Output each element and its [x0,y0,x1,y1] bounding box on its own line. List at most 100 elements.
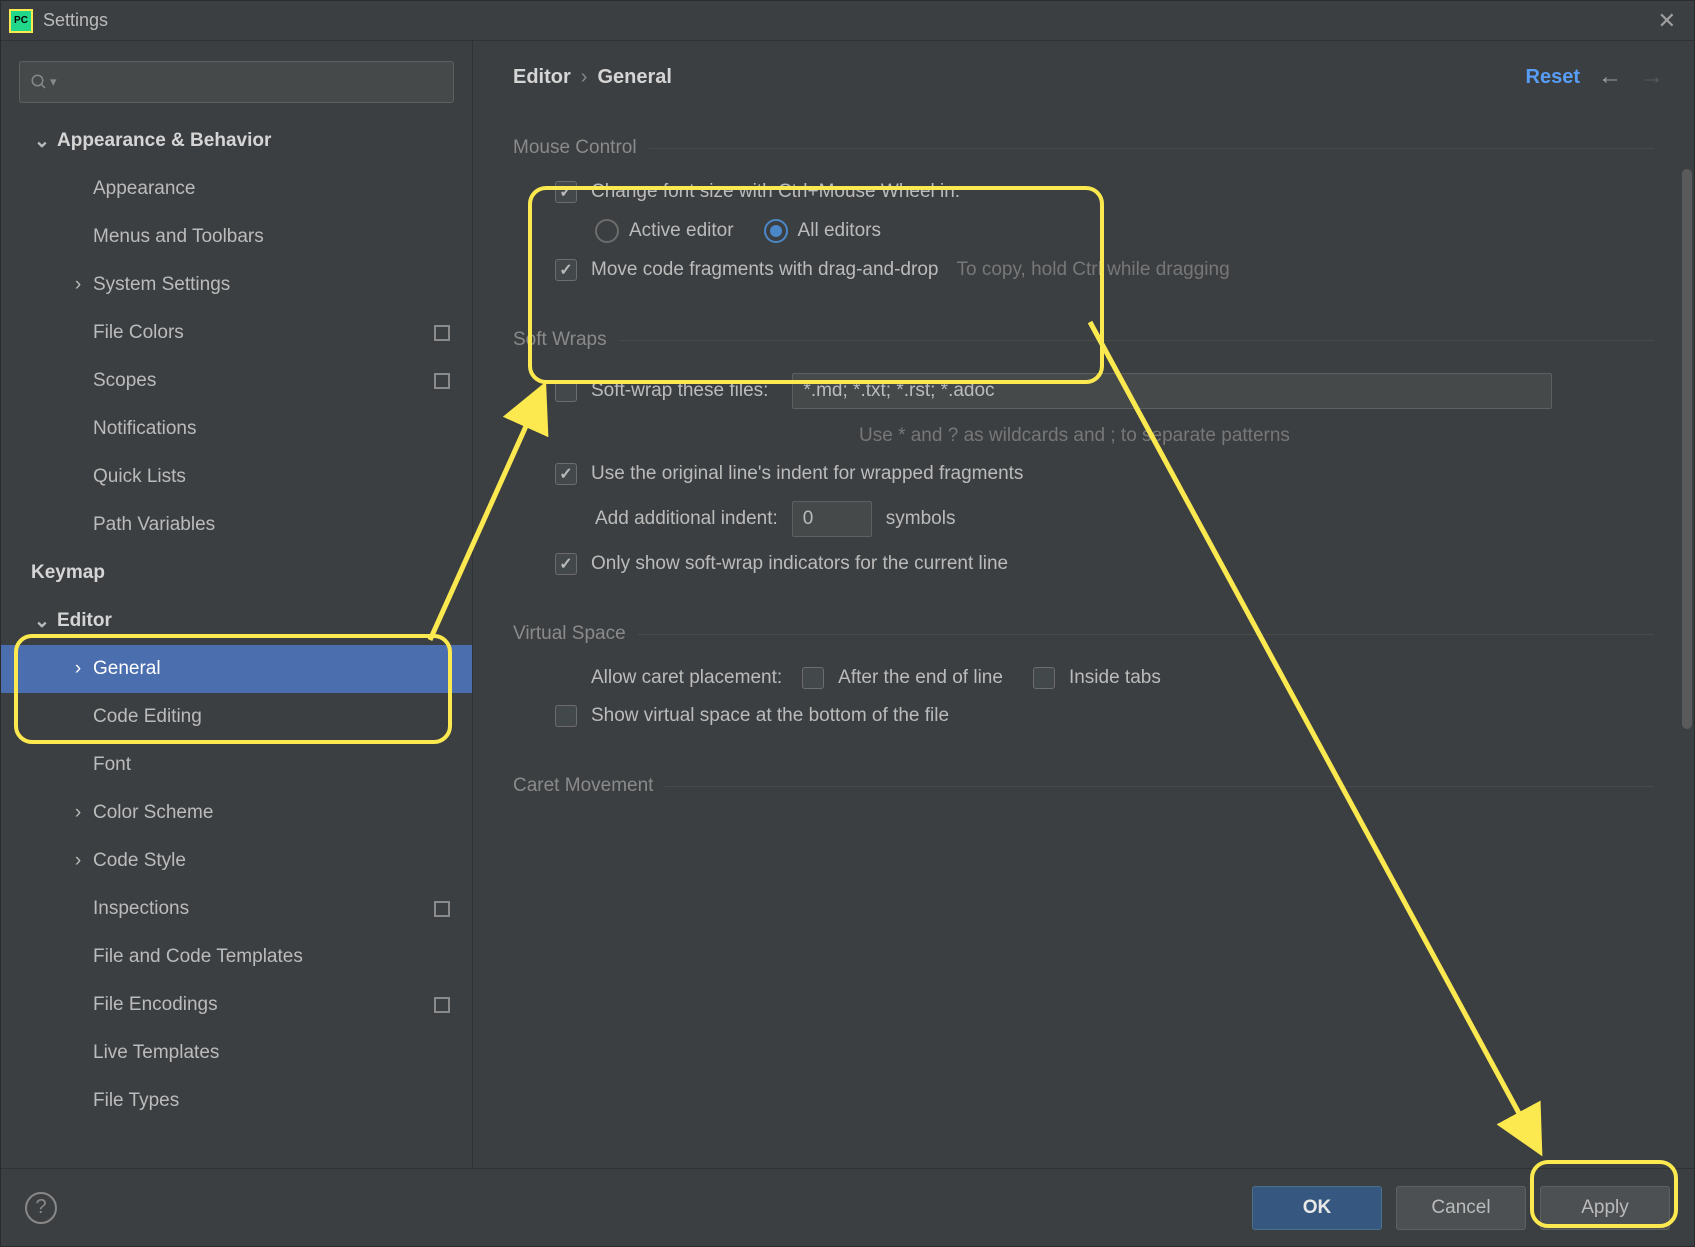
tree-item-file-types[interactable]: File Types [1,1077,472,1125]
tree-item-label: Live Templates [93,1042,219,1064]
checkbox-only-current[interactable] [555,553,577,575]
tree-item-code-editing[interactable]: Code Editing [1,693,472,741]
radio-all-editors[interactable] [764,219,788,243]
checkbox-inside-tabs[interactable] [1033,667,1055,689]
label-allow-caret: Allow caret placement: [591,667,782,689]
checkbox-softwrap[interactable] [555,380,577,402]
body: ▾ ⌄Appearance & BehaviorAppearanceMenus … [1,41,1694,1168]
row-wildcard-hint: Use * and ? as wildcards and ; to separa… [513,417,1654,455]
label-inside-tabs: Inside tabs [1069,667,1161,689]
row-orig-indent[interactable]: Use the original line's indent for wrapp… [513,455,1654,493]
breadcrumb-sep: › [581,66,588,89]
checkbox-change-font[interactable] [555,181,577,203]
tree-item-label: Keymap [31,562,105,584]
tree-item-color-scheme[interactable]: ›Color Scheme [1,789,472,837]
app-icon: PC [9,9,33,33]
tree-item-keymap[interactable]: Keymap [1,549,472,597]
chevron-right-icon: › [67,850,89,872]
tree-item-label: Inspections [93,898,189,920]
tree-item-label: Quick Lists [93,466,186,488]
tree-item-label: Menus and Toolbars [93,226,264,248]
radio-active-editor[interactable] [595,219,619,243]
row-allow-caret: Allow caret placement: After the end of … [513,659,1654,697]
sidebar: ▾ ⌄Appearance & BehaviorAppearanceMenus … [1,41,473,1168]
row-add-indent: Add additional indent: symbols [513,493,1654,545]
hint-wildcards: Use * and ? as wildcards and ; to separa… [859,425,1290,447]
label-orig-indent: Use the original line's indent for wrapp… [591,463,1023,485]
chevron-right-icon: › [67,658,89,680]
row-font-scope-radios: Active editor All editors [513,211,1654,251]
tree-item-label: Code Editing [93,706,202,728]
close-icon[interactable]: ✕ [1648,4,1686,38]
tree-item-menus-and-toolbars[interactable]: Menus and Toolbars [1,213,472,261]
label-softwrap: Soft-wrap these files: [591,380,768,402]
row-change-font[interactable]: Change font size with Ctrl+Mouse Wheel i… [513,173,1654,211]
nav-back-icon[interactable]: ← [1598,63,1622,91]
tree-item-font[interactable]: Font [1,741,472,789]
main-panel: Editor › General Reset ← → Mouse Control… [473,41,1694,1168]
row-only-current[interactable]: Only show soft-wrap indicators for the c… [513,545,1654,583]
nav-forward-icon: → [1640,63,1664,91]
ok-button[interactable]: OK [1252,1186,1382,1230]
tree-item-general[interactable]: ›General [1,645,472,693]
tree-item-file-and-code-templates[interactable]: File and Code Templates [1,933,472,981]
checkbox-orig-indent[interactable] [555,463,577,485]
project-level-icon [434,901,450,917]
tree-item-live-templates[interactable]: Live Templates [1,1029,472,1077]
tree-item-label: Font [93,754,131,776]
tree-item-label: Color Scheme [93,802,213,824]
tree-item-appearance-behavior[interactable]: ⌄Appearance & Behavior [1,117,472,165]
section-mouse-control: Mouse Control [513,137,1654,159]
input-add-indent[interactable] [792,501,872,537]
tree-item-notifications[interactable]: Notifications [1,405,472,453]
tree-item-system-settings[interactable]: ›System Settings [1,261,472,309]
breadcrumb-root[interactable]: Editor [513,66,571,89]
hint-move-fragments: To copy, hold Ctrl while dragging [956,259,1229,281]
label-move-fragments: Move code fragments with drag-and-drop [591,259,938,281]
search-input[interactable]: ▾ [19,61,454,103]
footer: ? OK Cancel Apply [1,1168,1694,1246]
tree-item-inspections[interactable]: Inspections [1,885,472,933]
tree-item-editor[interactable]: ⌄Editor [1,597,472,645]
breadcrumb-leaf: General [597,66,671,89]
titlebar: PC Settings ✕ [1,1,1694,41]
project-level-icon [434,997,450,1013]
row-move-fragments[interactable]: Move code fragments with drag-and-drop T… [513,251,1654,289]
checkbox-show-bottom[interactable] [555,705,577,727]
row-show-bottom[interactable]: Show virtual space at the bottom of the … [513,697,1654,735]
tree-item-label: General [93,658,161,680]
tree-item-file-colors[interactable]: File Colors [1,309,472,357]
tree-item-label: File and Code Templates [93,946,303,968]
label-show-bottom: Show virtual space at the bottom of the … [591,705,949,727]
section-soft-wraps: Soft Wraps [513,329,1654,351]
tree-item-label: File Types [93,1090,179,1112]
apply-button[interactable]: Apply [1540,1186,1670,1230]
tree-item-label: Notifications [93,418,197,440]
chevron-right-icon: › [67,274,89,296]
chevron-down-icon: ⌄ [31,610,53,633]
checkbox-move-fragments[interactable] [555,259,577,281]
scrollbar[interactable] [1682,169,1692,769]
project-level-icon [434,373,450,389]
search-icon [30,73,48,91]
tree-item-label: System Settings [93,274,230,296]
settings-tree: ⌄Appearance & BehaviorAppearanceMenus an… [1,117,472,1168]
window-title: Settings [43,10,108,31]
checkbox-after-eol[interactable] [802,667,824,689]
tree-item-scopes[interactable]: Scopes [1,357,472,405]
tree-item-path-variables[interactable]: Path Variables [1,501,472,549]
content: Mouse Control Change font size with Ctrl… [473,109,1694,1168]
input-softwrap-patterns[interactable] [792,373,1552,409]
help-button[interactable]: ? [25,1192,57,1224]
tree-item-quick-lists[interactable]: Quick Lists [1,453,472,501]
tree-item-file-encodings[interactable]: File Encodings [1,981,472,1029]
tree-item-code-style[interactable]: ›Code Style [1,837,472,885]
cancel-button[interactable]: Cancel [1396,1186,1526,1230]
tree-item-label: Scopes [93,370,156,392]
row-softwrap-files[interactable]: Soft-wrap these files: [513,365,1654,417]
tree-item-label: Code Style [93,850,186,872]
tree-item-appearance[interactable]: Appearance [1,165,472,213]
reset-link[interactable]: Reset [1526,66,1580,89]
tree-item-label: Appearance & Behavior [57,130,271,152]
tree-item-label: Appearance [93,178,195,200]
